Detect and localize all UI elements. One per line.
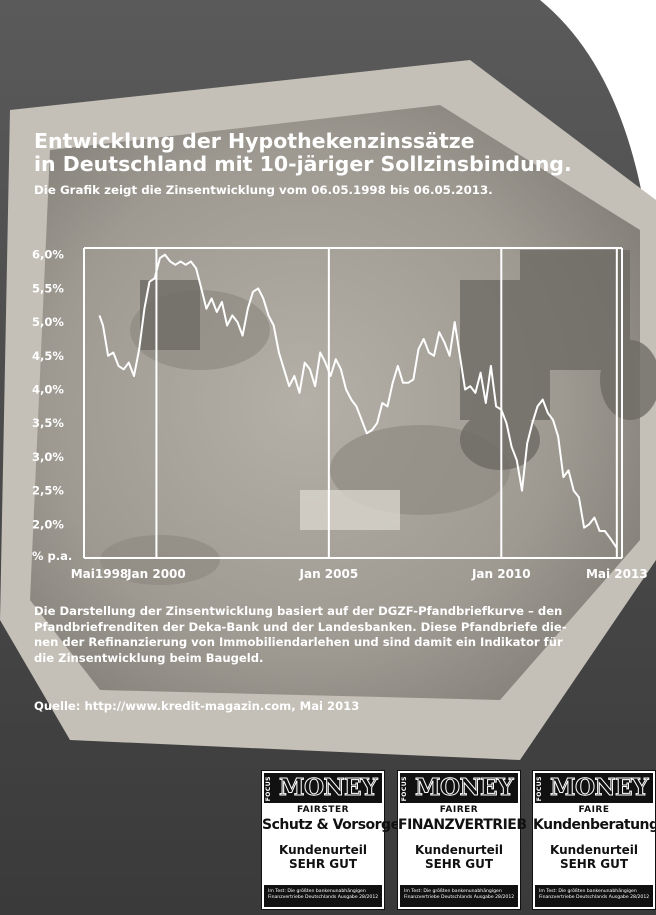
interest-rate-chart: 6,0% 5,5% 5,0% 4,5% 4,0% 3,5% 3,0% 2,5% 2,0% % p.… [32, 247, 648, 581]
y-tick-label: 2,5% [32, 484, 64, 498]
badge-footer-line-1: Im Test: Die größten bankenunabhängigen [268, 889, 366, 894]
badge-footer: Im Test: Die größten bankenunabhängigen … [400, 885, 518, 907]
y-tick-labels: 6,0% 5,5% 5,0% 4,5% 4,0% 3,5% 3,0% 2,5% 2,0% % p.… [32, 248, 72, 563]
y-tick-label: 3,5% [32, 416, 64, 430]
x-tick-label: Mai 2013 [586, 567, 648, 581]
badge-focus-label: FOCUS [401, 776, 408, 802]
badge-brand: MONEY [415, 774, 514, 802]
description-line: die Zinsentwicklung beim Baugeld. [34, 650, 264, 665]
badge-footer-line-1: Im Test: Die größten bankenunabhängigen [539, 889, 637, 894]
description-line: Die Darstellung der Zinsentwicklung basi… [34, 604, 563, 618]
chart-frame [83, 247, 623, 559]
badge-line-3: Kundenurteil [549, 843, 638, 857]
headline-line-2: in Deutschland mit 10-järiger Sollzinsbi… [34, 152, 572, 176]
x-tick-label: Jan 2000 [126, 567, 186, 581]
badge-header: FOCUS MONEY [400, 773, 518, 803]
headline-line-1: Entwicklung der Hypothekenzinssätze [34, 129, 475, 153]
badge-line-2: Schutz & Vorsorge [262, 817, 400, 833]
series-lines [98, 253, 618, 549]
badge-line-2: Kundenberatung [533, 817, 656, 833]
badge-header: FOCUS MONEY [264, 773, 382, 803]
description-line: nen der Refinanzierung von Immobiliendar… [34, 635, 563, 649]
badge-line-1: FAIRER [439, 805, 479, 815]
interest-rate-line [98, 253, 618, 549]
badge-line-4: SEHR GUT [288, 857, 358, 871]
x-tick-label: Jan 2010 [471, 567, 531, 581]
badge-line-4: SEHR GUT [559, 857, 629, 871]
award-badge-schutz-vorsorge: FOCUS MONEY FAIRSTER Schutz & Vorsorge K… [261, 770, 400, 910]
source-note: Quelle: http://www.kredit-magazin.com, M… [34, 699, 360, 713]
badge-line-1: FAIRSTER [296, 805, 350, 815]
y-tick-label: 2,0% [32, 517, 64, 531]
badge-line-3: Kundenurteil [278, 843, 367, 857]
y-tick-label: 6,0% [32, 248, 64, 262]
badge-header: FOCUS MONEY [535, 773, 653, 803]
badge-footer: Im Test: Die größten bankenunabhängigen … [535, 885, 653, 907]
y-tick-label: 5,0% [32, 315, 64, 329]
badge-line-3: Kundenurteil [414, 843, 503, 857]
y-tick-label: 3,0% [32, 450, 64, 464]
y-axis-unit-label: % p.a. [32, 549, 72, 563]
badge-line-2: FINANZVERTRIEB [398, 817, 527, 833]
subtitle: Die Grafik zeigt die Zinsentwicklung vom… [34, 183, 493, 197]
badge-footer: Im Test: Die größten bankenunabhängigen … [264, 885, 382, 907]
award-badge-finanzvertrieb: FOCUS MONEY FAIRER FINANZVERTRIEB Kunden… [397, 770, 527, 910]
award-badge-kundenberatung: FOCUS MONEY FAIRE Kundenberatung Kundenu… [532, 770, 656, 910]
y-tick-label: 4,0% [32, 383, 64, 397]
badge-line-1: FAIRE [578, 805, 610, 815]
badge-brand: MONEY [279, 774, 378, 802]
badge-line-4: SEHR GUT [424, 857, 494, 871]
badge-footer-line-2: Finanzvertriebe Deutschlands Ausgabe 28/… [404, 895, 515, 900]
badge-focus-label: FOCUS [265, 776, 272, 802]
badge-brand: MONEY [550, 774, 649, 802]
badge-footer-line-2: Finanzvertriebe Deutschlands Ausgabe 28/… [268, 895, 379, 900]
badge-footer-line-1: Im Test: Die größten bankenunabhängigen [404, 889, 502, 894]
badge-focus-label: FOCUS [536, 776, 543, 802]
x-tick-label: Mai1998 [71, 567, 129, 581]
x-tick-label: Jan 2005 [299, 567, 359, 581]
headline: Entwicklung der Hypothekenzinssätze in D… [34, 130, 634, 176]
y-tick-label: 5,5% [32, 281, 64, 295]
description: Die Darstellung der Zinsentwicklung basi… [34, 604, 634, 666]
y-tick-label: 4,5% [32, 349, 64, 363]
description-line: Pfandbriefrenditen der Deka-Bank und der… [34, 619, 567, 634]
badge-footer-line-2: Finanzvertriebe Deutschlands Ausgabe 28/… [539, 895, 650, 900]
